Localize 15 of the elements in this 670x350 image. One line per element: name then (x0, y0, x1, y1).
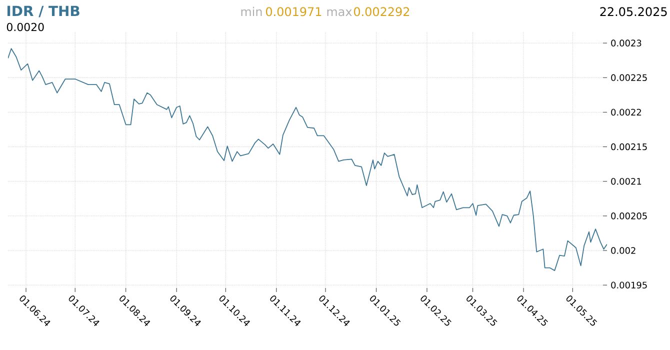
text: 22.05.2025 (600, 7, 667, 16)
y-tick-label: 0.00215 (611, 143, 647, 150)
text: max (327, 9, 352, 16)
y-tick-label: 0.00205 (611, 212, 647, 220)
y-tick-label: 0.00195 (611, 282, 647, 288)
y-tick-label: 0.002 (611, 247, 636, 254)
y-tick-label: 0.0022 (611, 108, 642, 116)
y-tick-label: 0.0023 (611, 40, 642, 46)
chart-title: IDR / THB (7, 6, 80, 18)
text: 0.0020 (6, 22, 44, 32)
text: 0.001971 (266, 7, 322, 16)
text: 0.002292 (354, 7, 410, 16)
y-tick-label: 0.00225 (611, 74, 647, 82)
y-tick-label: 0.0021 (611, 178, 642, 185)
text: min (241, 6, 262, 16)
